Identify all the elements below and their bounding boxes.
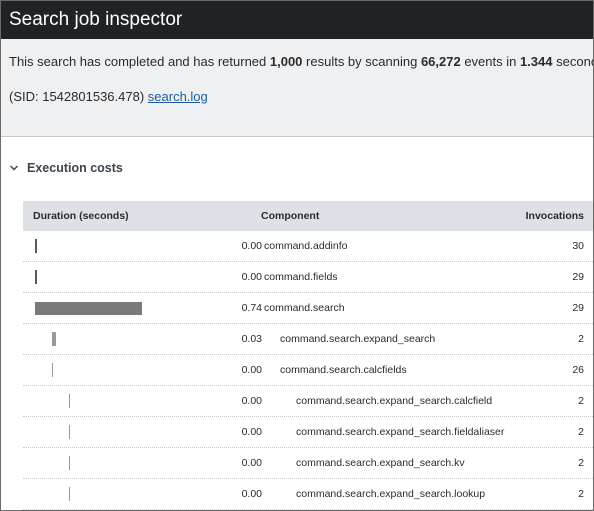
- table-row: 0.00 command.search.expand_search.fieldal…: [23, 417, 593, 448]
- window-title: Search job inspector: [1, 1, 593, 39]
- component-name: command.search.calcfields: [280, 364, 407, 376]
- table-row: 0.03 command.search.expand_search 2: [23, 324, 593, 355]
- component-name: command.search.expand_search.kv: [296, 457, 465, 469]
- duration-value: 0.00: [241, 271, 262, 283]
- table-row: 0.00 command.fields 29: [23, 262, 593, 293]
- duration-value: 0.03: [241, 333, 262, 345]
- component-name: command.search: [264, 302, 345, 314]
- table-row: 0.00 command.search.expand_search.lookup 2: [23, 479, 593, 510]
- component-name: command.search.expand_search.lookup: [296, 488, 486, 500]
- component-name: command.search.expand_search.calcfield: [296, 395, 493, 407]
- table-header: Duration (seconds) Component Invocations: [23, 201, 593, 231]
- duration-bar: [52, 332, 56, 346]
- duration-bar: [69, 425, 70, 439]
- invocations-value: 2: [578, 333, 584, 345]
- invocations-value: 2: [578, 395, 584, 407]
- chevron-down-icon: [10, 165, 18, 171]
- elapsed-seconds: 1.344: [519, 54, 553, 69]
- section-title: Execution costs: [27, 161, 123, 175]
- table-row: 0.00 command.search.expand_search.calcfie…: [23, 386, 593, 417]
- summary-line: This search has completed and has return…: [9, 39, 593, 69]
- invocations-value: 29: [572, 302, 584, 314]
- invocations-value: 29: [572, 271, 584, 283]
- component-name: command.addinfo: [264, 240, 348, 252]
- summary-prefix: This search has completed and has return…: [9, 54, 270, 69]
- col-component[interactable]: Component: [261, 210, 320, 222]
- execution-costs-table: Duration (seconds) Component Invocations…: [23, 201, 593, 510]
- events-count: 66,272: [420, 54, 461, 69]
- col-duration[interactable]: Duration (seconds): [33, 210, 129, 222]
- search-summary: This search has completed and has return…: [1, 39, 593, 137]
- duration-value: 0.00: [241, 457, 262, 469]
- duration-value: 0.74: [241, 302, 262, 314]
- sid-line: (SID: 1542801536.478) search.log: [9, 69, 585, 104]
- component-name: command.search.expand_search.fieldaliase…: [296, 426, 505, 438]
- table-row: 0.00 command.addinfo 30: [23, 231, 593, 262]
- duration-value: 0.00: [241, 426, 262, 438]
- search-log-link[interactable]: search.log: [147, 89, 208, 104]
- invocations-value: 2: [578, 426, 584, 438]
- table-body: 0.00 command.addinfo 30 0.00 command.fields 2…: [23, 231, 593, 510]
- duration-bar: [35, 270, 37, 284]
- summary-mid2: events in: [460, 54, 520, 69]
- duration-value: 0.00: [241, 364, 262, 376]
- table-row: 0.00 command.search.calcfields 26: [23, 355, 593, 386]
- duration-bar: [69, 394, 70, 408]
- summary-mid1: results by scanning: [302, 54, 421, 69]
- invocations-value: 2: [578, 488, 584, 500]
- component-name: command.search.expand_search: [280, 333, 436, 345]
- results-count: 1,000: [269, 54, 303, 69]
- summary-suffix: seconds: [556, 54, 593, 69]
- duration-value: 0.00: [241, 240, 262, 252]
- execution-costs-toggle[interactable]: Execution costs: [9, 161, 123, 175]
- duration-value: 0.00: [241, 488, 262, 500]
- duration-bar: [35, 302, 142, 315]
- duration-bar: [52, 363, 53, 377]
- invocations-value: 2: [578, 457, 584, 469]
- duration-bar: [69, 456, 70, 470]
- component-name: command.fields: [264, 271, 338, 283]
- duration-bar: [35, 239, 37, 253]
- duration-bar: [69, 487, 70, 501]
- table-row: 0.74 command.search 29: [23, 293, 593, 324]
- invocations-value: 30: [572, 240, 584, 252]
- col-invocations[interactable]: Invocations: [525, 210, 584, 222]
- duration-value: 0.00: [241, 395, 262, 407]
- table-row: 0.00 command.search.expand_search.kv 2: [23, 448, 593, 479]
- invocations-value: 26: [572, 364, 584, 376]
- sid-text: (SID: 1542801536.478): [9, 89, 145, 104]
